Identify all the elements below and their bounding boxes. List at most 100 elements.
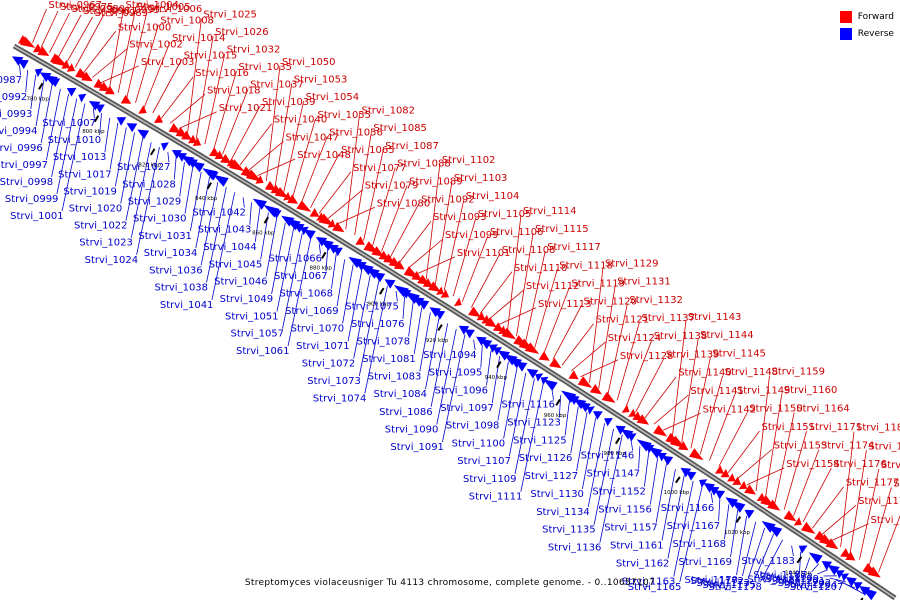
- reverse-gene-arrow: [95, 104, 105, 114]
- reverse-gene-label: Strvi_1073: [307, 376, 361, 387]
- forward-gene-label: Strvi_1148: [725, 367, 779, 378]
- reverse-gene-label: Strvi_1146: [581, 451, 635, 462]
- forward-gene-label: Strvi_1120: [584, 297, 638, 308]
- forward-gene-label: Strvi_1176: [833, 459, 887, 470]
- forward-gene-leader: [783, 430, 807, 510]
- reverse-gene-arrow: [171, 150, 182, 159]
- reverse-gene-leader: [190, 172, 202, 231]
- reverse-gene-arrow: [126, 123, 138, 133]
- reverse-gene-label: Strvi_1163: [622, 577, 676, 588]
- reverse-gene-label: Strvi_1172: [690, 576, 744, 587]
- reverse-gene-label: Strvi_1167: [667, 521, 721, 532]
- reverse-gene-label: Strvi_1187: [753, 570, 807, 581]
- reverse-gene-leader: [35, 79, 45, 127]
- forward-gene-label: Strvi_1171: [809, 422, 863, 433]
- reverse-gene-arrow: [78, 93, 87, 103]
- scale-tick: [150, 148, 156, 156]
- forward-gene-arrow: [428, 281, 441, 292]
- reverse-gene-label: Strvi_1095: [429, 368, 483, 379]
- forward-gene-label: Strvi_1065: [341, 145, 395, 156]
- reverse-gene-label: Strvi_1074: [313, 394, 367, 405]
- reverse-gene-label: Strvi_1199: [766, 574, 820, 585]
- scale-tick-label: 820 kbp: [138, 162, 161, 168]
- reverse-gene-label: Strvi_1020: [69, 203, 123, 214]
- forward-gene-label: Strvi_1101: [457, 248, 511, 259]
- reverse-gene-label: Strvi_1204: [784, 580, 838, 591]
- forward-gene-label: Strvi_1174: [821, 441, 875, 452]
- reverse-gene-arrow: [333, 247, 343, 257]
- reverse-gene-leader: [582, 417, 597, 489]
- reverse-gene-label: Strvi_0999: [5, 194, 59, 205]
- forward-gene-label: Strvi_0981: [83, 6, 137, 17]
- forward-gene-label: Strvi_1054: [306, 92, 360, 103]
- forward-gene-arrow: [492, 322, 504, 332]
- reverse-gene-arrow: [808, 552, 823, 564]
- reverse-gene-arrow: [116, 117, 127, 126]
- forward-gene-leader: [152, 59, 183, 114]
- forward-gene-leader: [868, 487, 892, 567]
- reverse-gene-arrow: [348, 256, 363, 269]
- reverse-gene-leader: [661, 469, 676, 541]
- forward-gene-label: Strvi_1087: [385, 141, 439, 152]
- forward-gene-leader: [417, 256, 456, 275]
- forward-gene-leader: [301, 136, 328, 203]
- scale-tick-label: 920 kbp: [426, 338, 449, 344]
- scale-tick-label: 800 kbp: [82, 129, 105, 135]
- forward-gene-leader: [525, 251, 546, 342]
- reverse-gene-label: Strvi_1031: [138, 231, 192, 242]
- reverse-gene-label: Strvi_1049: [220, 294, 274, 305]
- reverse-gene-arrow: [503, 354, 518, 366]
- forward-gene-label: Strvi_1026: [215, 27, 269, 38]
- forward-gene-label: Strvi_1040: [274, 115, 328, 126]
- forward-gene-leader: [607, 303, 628, 395]
- reverse-gene-label: Strvi_1136: [548, 543, 602, 554]
- forward-gene-leader: [765, 394, 783, 498]
- forward-gene-label: Strvi_1132: [629, 295, 683, 306]
- reverse-gene-label: Strvi_1022: [74, 221, 128, 232]
- reverse-gene-arrow: [509, 357, 523, 369]
- reverse-gene-arrow: [50, 78, 61, 88]
- forward-gene-arrow: [332, 221, 345, 233]
- reverse-gene-arrow: [703, 482, 715, 493]
- forward-gene-leader: [408, 238, 444, 269]
- reverse-gene-label: Strvi_0987: [0, 75, 22, 86]
- forward-gene-label: Strvi_1093: [433, 212, 487, 223]
- forward-gene-leader: [117, 10, 136, 93]
- reverse-gene-label: Strvi_1202: [778, 578, 832, 589]
- forward-gene-leader: [616, 321, 640, 401]
- forward-gene-leader: [230, 106, 261, 160]
- forward-gene-arrow: [287, 194, 299, 204]
- reverse-gene-arrow: [615, 425, 626, 435]
- reverse-gene-leader: [564, 400, 570, 436]
- forward-gene-arrow: [524, 342, 540, 354]
- forward-gene-arrow: [283, 191, 291, 201]
- forward-gene-label: Strvi_1118: [559, 260, 613, 271]
- forward-gene-arrow: [318, 213, 334, 226]
- scale-tick-label: 960 kbp: [544, 413, 567, 419]
- forward-gene-label: Strvi_1103: [454, 173, 508, 184]
- forward-gene-label: Strvi_0989: [95, 8, 149, 19]
- reverse-gene-arrow: [434, 310, 446, 320]
- reverse-gene-label: Strvi_1169: [679, 557, 733, 568]
- forward-gene-arrow: [783, 510, 797, 522]
- reverse-gene-arrow: [300, 226, 309, 236]
- forward-gene-leader: [755, 375, 770, 492]
- reverse-gene-arrow: [88, 101, 101, 111]
- reverse-gene-leader: [520, 383, 544, 492]
- forward-gene-leader: [552, 305, 582, 360]
- forward-gene-arrow: [476, 311, 486, 321]
- leader-lines: [19, 8, 900, 595]
- reverse-gene-arrow: [366, 267, 380, 279]
- scale-tick-label: 900 kbp: [368, 302, 391, 308]
- scale-tick: [38, 82, 44, 90]
- reverse-gene-arrow: [648, 446, 663, 459]
- forward-gene-label: Strvi_1048: [297, 150, 351, 161]
- reverse-gene-label: Strvi_1130: [530, 489, 584, 500]
- forward-gene-arrow: [229, 159, 245, 172]
- forward-gene-label: Strvi_1140: [678, 368, 732, 379]
- reverse-gene-arrow: [540, 376, 549, 386]
- forward-gene-arrow: [66, 63, 76, 72]
- forward-gene-label: Strvi_1144: [700, 330, 754, 341]
- reverse-gene-leader: [408, 301, 414, 337]
